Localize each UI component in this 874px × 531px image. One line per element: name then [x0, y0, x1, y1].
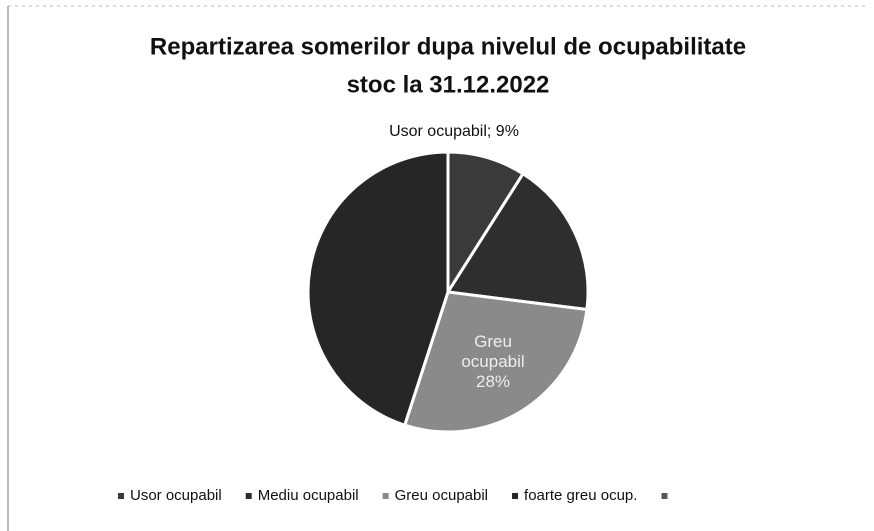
pie-slice [306, 150, 450, 428]
pie-slice [446, 150, 526, 298]
legend-label: Mediu ocupabil [258, 487, 359, 504]
pie-slice [445, 171, 590, 312]
legend-label: Usor ocupabil [130, 487, 222, 504]
legend-swatch [245, 493, 252, 499]
legend-label: foarte greu ocup. [524, 487, 637, 504]
pie-slice [402, 290, 589, 434]
data-label: Usor ocupabil; 9% [389, 123, 519, 140]
data-label: Greu ocupabil 28% [461, 332, 524, 391]
legend-swatch [512, 493, 519, 499]
chart-title: Repartizarea somerilor dupa nivelul de o… [150, 33, 746, 60]
legend-swatch [118, 493, 124, 499]
data-label-line: ocupabil [461, 352, 524, 371]
legend-swatch [661, 493, 668, 499]
data-label-line: 28% [476, 372, 510, 391]
legend-swatch [382, 493, 389, 499]
chart-subtitle: stoc la 31.12.2022 [347, 71, 550, 98]
legend-label: Greu ocupabil [395, 487, 488, 504]
data-label-line: Greu [474, 332, 512, 351]
